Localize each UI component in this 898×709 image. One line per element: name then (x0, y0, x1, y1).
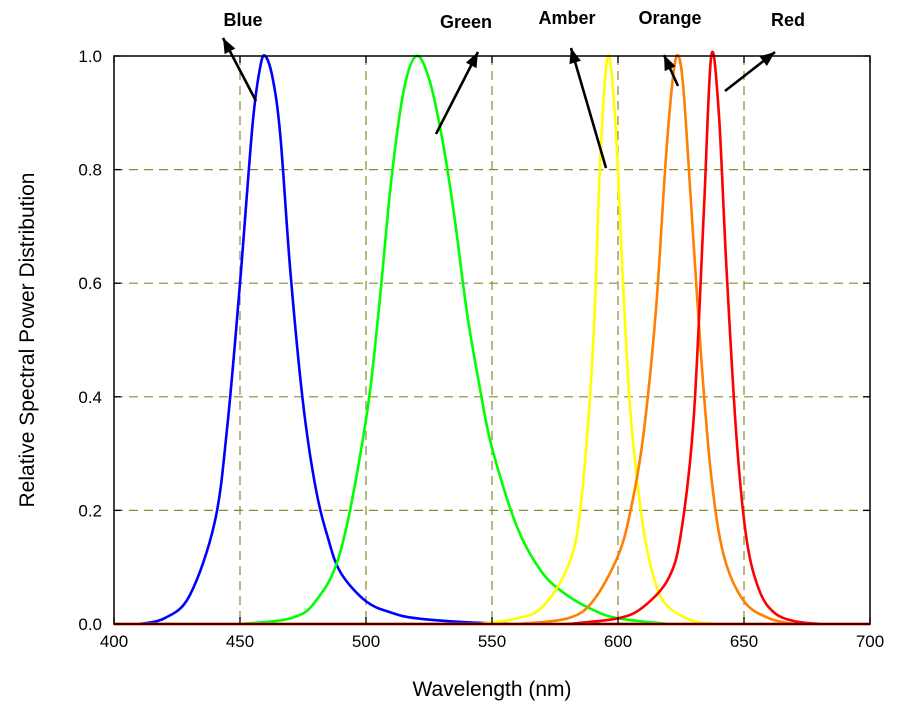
x-tick-label: 550 (478, 632, 506, 651)
annotation-arrowhead-green (465, 52, 478, 69)
series-line-green (239, 54, 669, 626)
series-annotations: Blue Green Amber Orange Red (221, 8, 805, 169)
x-tick-label: 650 (730, 632, 758, 651)
annotation-arrowhead-amber (569, 48, 581, 65)
grid-lines (114, 56, 870, 624)
series-line-amber (479, 54, 719, 626)
y-tick-label: 0.8 (78, 161, 102, 180)
annotation-arrowhead-orange (664, 55, 676, 72)
series-line-red (567, 50, 820, 626)
annotation-arrow-green (434, 51, 480, 135)
annotation-arrowhead-red (759, 52, 775, 66)
annotation-label-red: Red (771, 10, 805, 30)
y-tick-label: 0.4 (78, 388, 102, 407)
x-axis-title: Wavelength (nm) (412, 678, 571, 701)
annotation-label-orange: Orange (638, 8, 701, 28)
y-tick-label: 0.6 (78, 274, 102, 293)
annotation-label-blue: Blue (223, 10, 262, 30)
series-line-blue (138, 54, 518, 626)
axis-ticks: 400 450 500 550 600 650 700 0.0 0.2 0.4 0.6 0.8 1.0 (78, 47, 884, 651)
x-tick-label: 700 (856, 632, 884, 651)
annotation-arrowhead-blue (223, 38, 236, 55)
x-tick-label: 400 (100, 632, 128, 651)
x-tick-label: 600 (604, 632, 632, 651)
annotation-label-green: Green (440, 12, 492, 32)
y-axis-title: Relative Spectral Power Distribution (16, 173, 39, 508)
series-line-orange (517, 53, 795, 626)
y-tick-label: 0.0 (78, 615, 102, 634)
y-tick-label: 0.2 (78, 501, 102, 520)
y-tick-label: 1.0 (78, 47, 102, 66)
x-tick-label: 450 (226, 632, 254, 651)
annotation-label-amber: Amber (538, 8, 595, 28)
x-tick-label: 500 (352, 632, 380, 651)
annotation-arrow-amber (569, 47, 608, 169)
